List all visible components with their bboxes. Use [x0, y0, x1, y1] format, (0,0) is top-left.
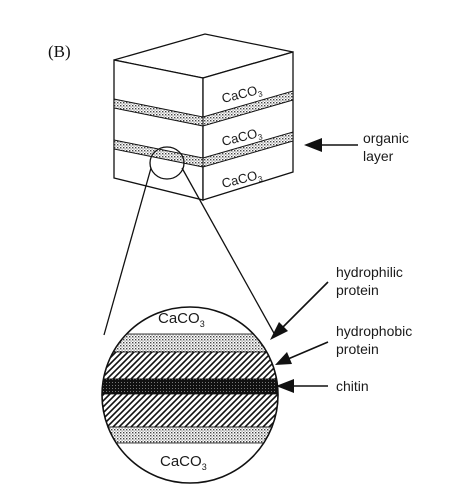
- magnified-circle-outline: [101, 306, 279, 484]
- hydrophobic-callout: hydrophobic protein: [275, 323, 412, 365]
- zoom-line-left: [103, 167, 152, 336]
- layered-cube: CaCO3 CaCO3 CaCO3: [113, 33, 294, 201]
- hydrophobic-arrow-shaft: [287, 341, 329, 360]
- magnified-cross-section: [102, 307, 278, 483]
- hydrophobic-band-top: [102, 351, 278, 380]
- magnified-top-label: CaCO3: [158, 310, 205, 329]
- hydrophilic-label-line2: protein: [336, 282, 379, 298]
- hydrophilic-band-bottom: [102, 426, 278, 444]
- organic-layer-callout: organic layer: [304, 130, 409, 164]
- organic-band-right-1: [202, 90, 294, 127]
- organic-layer-label-line2: layer: [363, 148, 394, 164]
- cube-left-face: [113, 59, 204, 201]
- organic-layer-arrow-head: [304, 138, 322, 152]
- magnified-bottom-label: CaCO3: [160, 453, 207, 472]
- chitin-callout: chitin: [276, 378, 369, 394]
- hydrophilic-arrow-shaft: [279, 281, 329, 331]
- hydrophilic-arrow-head: [270, 322, 288, 340]
- hydrophilic-label-line1: hydrophilic: [336, 264, 403, 280]
- hydrophobic-band-bottom: [102, 393, 278, 428]
- hydrophobic-arrow-head: [275, 352, 292, 365]
- organic-band-right-2: [202, 131, 294, 168]
- hydrophilic-band-top: [102, 333, 278, 353]
- panel-label: (B): [48, 42, 71, 61]
- hydrophobic-label-line2: protein: [336, 341, 379, 357]
- chitin-label: chitin: [336, 378, 369, 394]
- zoom-selection-circle: [149, 146, 185, 180]
- zoom-line-right: [181, 167, 276, 336]
- hydrophilic-callout: hydrophilic protein: [270, 264, 403, 340]
- chitin-arrow-head: [276, 379, 294, 393]
- hydrophobic-label-line1: hydrophobic: [336, 323, 412, 339]
- chitin-band: [102, 378, 278, 395]
- organic-layer-label-line1: organic: [363, 130, 409, 146]
